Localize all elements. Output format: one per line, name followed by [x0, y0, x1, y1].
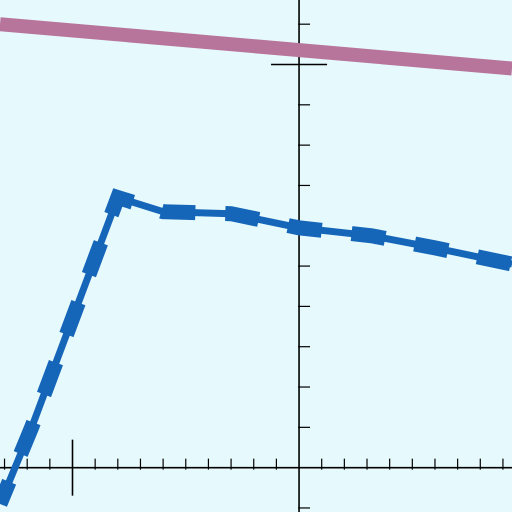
series-line-1	[0, 17, 512, 76]
series-layer	[0, 17, 512, 507]
series-line-2	[0, 188, 512, 507]
